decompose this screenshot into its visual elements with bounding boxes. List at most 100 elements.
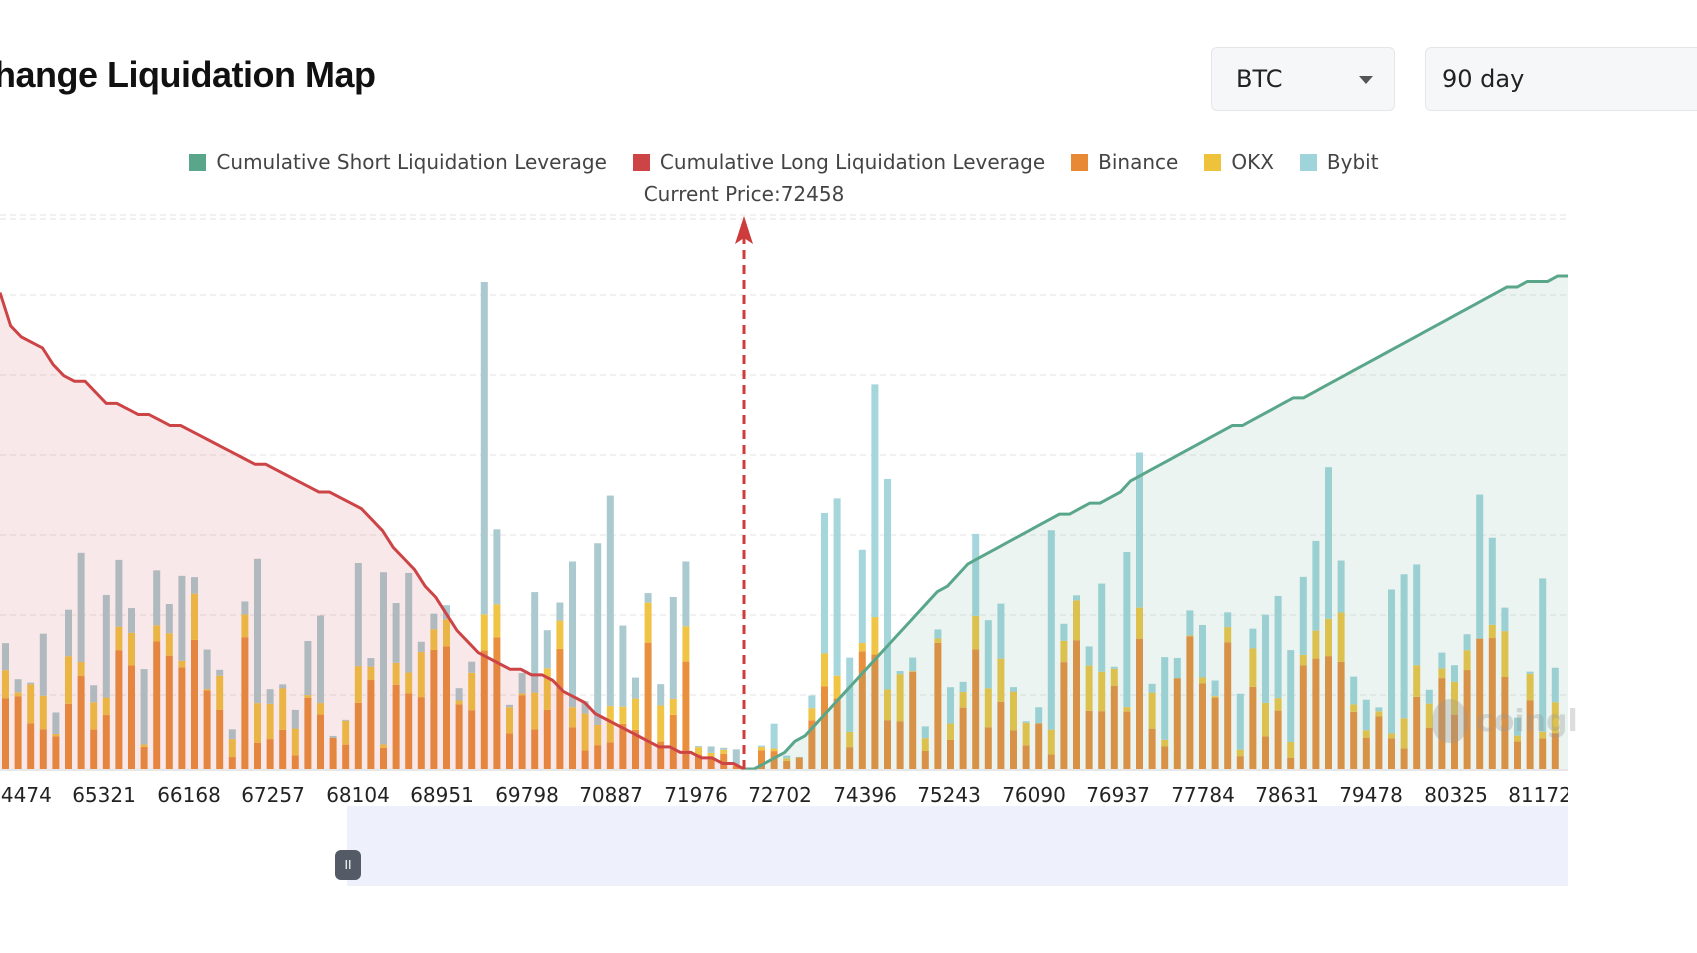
binance-bar-segment: [1186, 636, 1194, 769]
bybit-bar-segment: [984, 620, 992, 689]
okx-bar-segment: [972, 615, 980, 650]
binance-bar-segment: [1312, 658, 1320, 769]
zoom-slider-track[interactable]: [347, 806, 1568, 886]
okx-bar-segment: [417, 651, 425, 698]
binance-bar-segment: [1299, 665, 1307, 769]
binance-bar-segment: [380, 747, 387, 769]
binance-bar-segment: [972, 649, 980, 769]
bybit-bar-segment: [1526, 671, 1534, 674]
okx-bar-segment: [266, 703, 274, 740]
bybit-bar-segment: [1299, 576, 1307, 655]
bybit-bar-segment: [1110, 666, 1118, 669]
okx-bar-segment: [1022, 722, 1030, 746]
okx-bar-segment: [1186, 635, 1194, 637]
x-tick-label: 69798: [495, 783, 559, 806]
legend-item-okx[interactable]: OKX: [1204, 150, 1274, 174]
okx-bar-segment: [833, 675, 841, 699]
okx-bar-segment: [27, 684, 35, 724]
x-tick-label: 68104: [326, 783, 390, 806]
bybit-bar-segment: [1362, 699, 1370, 731]
bybit-bar-segment: [1173, 657, 1181, 679]
binance-bar-segment: [1514, 741, 1521, 769]
okx-bar-segment: [707, 752, 715, 758]
bybit-bar-segment: [1551, 667, 1559, 703]
bybit-bar-segment: [342, 719, 350, 721]
binance-bar-segment: [1438, 678, 1446, 769]
binance-bar-segment: [1463, 670, 1471, 769]
okx-bar-segment: [65, 656, 72, 704]
bybit-bar-segment: [1514, 717, 1521, 736]
okx-bar-segment: [342, 720, 350, 745]
legend-item-short-cum[interactable]: Cumulative Short Liquidation Leverage: [189, 150, 607, 174]
legend-item-long-cum[interactable]: Cumulative Long Liquidation Leverage: [632, 150, 1045, 174]
okx-bar-segment: [1388, 733, 1395, 739]
bybit-bar-segment: [858, 549, 866, 644]
bybit-bar-segment: [493, 529, 501, 605]
bybit-bar-segment: [1274, 595, 1282, 699]
okx-bar-segment: [770, 748, 778, 752]
binance-bar-segment: [531, 729, 539, 769]
bybit-bar-segment: [682, 561, 690, 627]
bybit-bar-segment: [569, 561, 576, 708]
okx-bar-segment: [1236, 749, 1244, 757]
bybit-bar-segment: [695, 746, 702, 748]
bybit-bar-segment: [909, 657, 917, 672]
okx-bar-segment: [1161, 739, 1169, 747]
okx-bar-segment: [858, 643, 866, 652]
okx-bar-segment: [1325, 618, 1332, 657]
bybit-bar-segment: [1123, 551, 1131, 708]
binance-bar-segment: [291, 755, 299, 769]
x-tick-label: 71976: [664, 783, 728, 806]
zoom-slider-handle[interactable]: II: [335, 850, 361, 880]
binance-bar-segment: [430, 649, 438, 769]
binance-bar-segment: [569, 727, 576, 769]
bybit-bar-segment: [1148, 683, 1156, 693]
okx-bar-segment: [468, 672, 476, 711]
binance-bar-segment: [1501, 676, 1509, 769]
binance-bar-segment: [947, 739, 954, 769]
binance-bar-segment: [581, 750, 589, 769]
okx-bar-segment: [14, 692, 22, 697]
binance-bar-segment: [367, 680, 375, 769]
bybit-bar-segment: [2, 643, 9, 671]
okx-bar-segment: [884, 689, 891, 721]
binance-bar-segment: [934, 642, 942, 769]
binance-bar-segment: [871, 654, 879, 769]
coin-select[interactable]: BTC: [1211, 47, 1395, 111]
okx-bar-segment: [153, 625, 161, 642]
bybit-bar-segment: [1438, 652, 1446, 669]
bybit-bar-segment: [304, 641, 312, 696]
legend-swatch-long-cum: [632, 153, 650, 171]
binance-bar-segment: [1136, 638, 1143, 769]
bybit-bar-segment: [581, 701, 589, 714]
binance-bar-segment: [606, 742, 614, 769]
legend-item-binance[interactable]: Binance: [1071, 150, 1178, 174]
okx-bar-segment: [480, 614, 488, 651]
bybit-bar-segment: [1400, 574, 1408, 719]
period-select-value: 90 day: [1442, 65, 1525, 93]
bybit-bar-segment: [27, 682, 35, 685]
bybit-bar-segment: [669, 596, 677, 699]
x-tick-label: 74396: [833, 783, 897, 806]
binance-bar-segment: [1400, 748, 1408, 769]
okx-bar-segment: [846, 731, 854, 748]
okx-bar-segment: [1551, 702, 1559, 734]
okx-bar-segment: [695, 747, 702, 755]
bybit-bar-segment: [216, 669, 224, 676]
bybit-bar-segment: [1073, 595, 1080, 601]
bybit-bar-segment: [921, 726, 929, 739]
okx-bar-segment: [2, 670, 9, 699]
okx-bar-segment: [216, 675, 224, 710]
current-price-arrow: [735, 216, 753, 244]
legend-item-bybit[interactable]: Bybit: [1299, 150, 1379, 174]
bybit-bar-segment: [644, 593, 652, 603]
binance-bar-segment: [1123, 711, 1131, 769]
bybit-bar-segment: [1325, 467, 1332, 619]
period-select[interactable]: 90 day: [1425, 47, 1697, 111]
okx-bar-segment: [506, 707, 513, 734]
okx-bar-segment: [896, 674, 904, 722]
bybit-bar-segment: [606, 495, 614, 707]
bybit-bar-segment: [1186, 610, 1194, 636]
okx-bar-segment: [1463, 650, 1471, 671]
bybit-bar-segment: [39, 633, 47, 696]
